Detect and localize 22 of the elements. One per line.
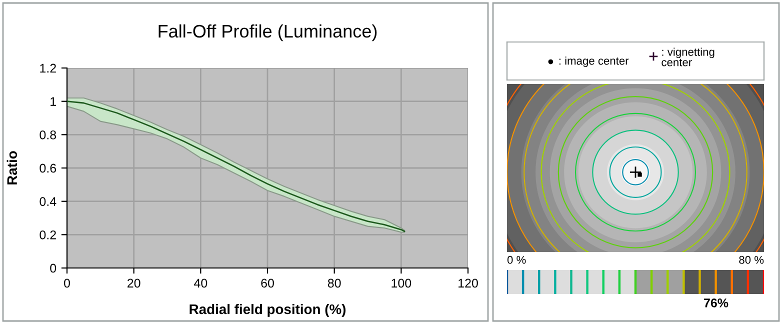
y-tick-label: 1 [50, 97, 56, 106]
text: : image center [559, 56, 629, 67]
x-tick-label: 60 [261, 278, 274, 288]
text: 0 % [507, 256, 526, 264]
text: 76% [704, 298, 728, 308]
x-tick-label: 20 [128, 278, 140, 288]
y-tick-label: 0 [50, 264, 56, 273]
y-tick-label: 0.8 [40, 130, 56, 140]
y-tick-label: 0.6 [40, 164, 56, 173]
chart-title: Fall-Off Profile (Luminance) [158, 24, 377, 42]
y-tick-label: 0.2 [40, 230, 56, 240]
x-axis-title: Radial field position (%) [190, 304, 346, 317]
y-tick-label: 0.4 [40, 197, 56, 206]
x-tick-label: 0 [64, 278, 70, 288]
x-tick-label: 80 [328, 278, 341, 288]
x-tick-label: 120 [458, 278, 478, 288]
x-tick-label: 100 [392, 278, 412, 288]
x-tick-label: 40 [194, 278, 208, 288]
y-axis-title: Ratio [6, 151, 18, 184]
y-tick-label: 1.2 [40, 64, 56, 73]
text: : vignetting center [662, 48, 714, 66]
text: 80 % [739, 256, 764, 264]
